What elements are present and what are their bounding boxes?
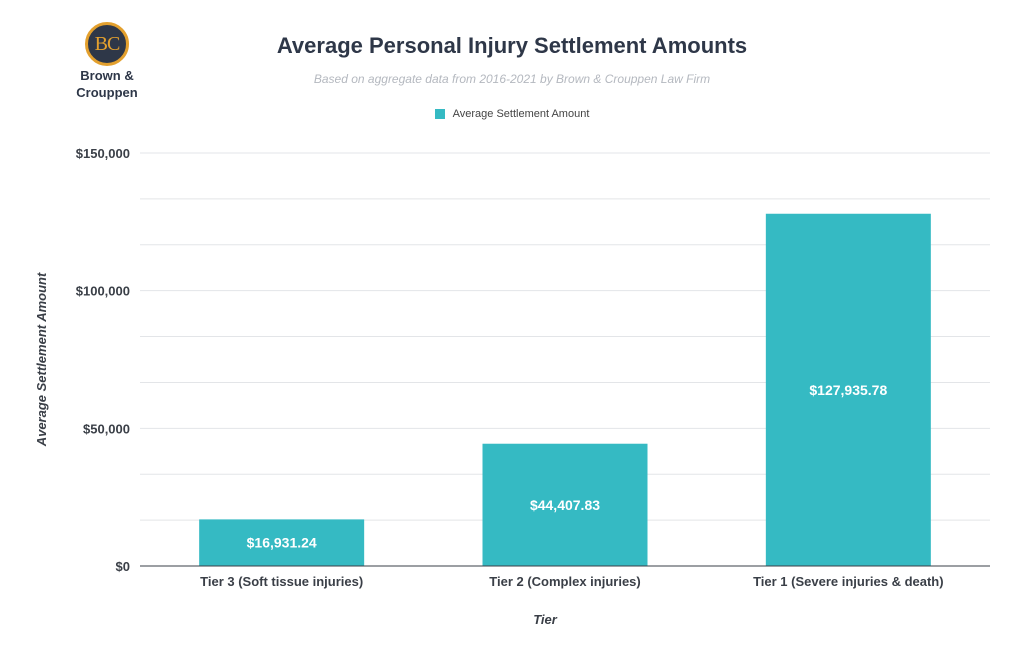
y-tick-label: $50,000 xyxy=(83,421,130,436)
x-tick-label: Tier 2 (Complex injuries) xyxy=(489,574,640,589)
chart-title: Average Personal Injury Settlement Amoun… xyxy=(276,33,748,58)
legend-swatch xyxy=(434,109,445,119)
logo-monogram: BC xyxy=(94,32,121,55)
logo-name-line1: Brown & xyxy=(80,68,134,83)
bar-value-label: $16,931.24 xyxy=(247,535,317,551)
y-tick-label: $100,000 xyxy=(76,284,130,299)
x-tick-label: Tier 1 (Severe injuries & death) xyxy=(753,574,944,589)
bar-value-label: $44,407.83 xyxy=(530,497,600,513)
y-axis-title: Average Settlement Amount xyxy=(34,272,49,447)
y-tick-label: $150,000 xyxy=(76,146,130,161)
y-tick-label: $0 xyxy=(116,559,130,574)
bar xyxy=(199,519,365,566)
bar xyxy=(765,213,931,566)
bar xyxy=(482,443,648,566)
brand-logo: BC Brown & Crouppen xyxy=(62,22,152,100)
chart-legend: Average Settlement Amount xyxy=(0,108,1024,120)
bar-value-label: $127,935.78 xyxy=(809,382,887,398)
x-axis-title: Tier xyxy=(533,612,558,627)
chart-subtitle: Based on aggregate data from 2016-2021 b… xyxy=(313,72,711,86)
legend-label: Average Settlement Amount xyxy=(452,108,590,120)
logo-emblem: BC xyxy=(85,22,129,66)
logo-name-line2: Crouppen xyxy=(76,85,138,100)
x-tick-label: Tier 3 (Soft tissue injuries) xyxy=(200,574,363,589)
